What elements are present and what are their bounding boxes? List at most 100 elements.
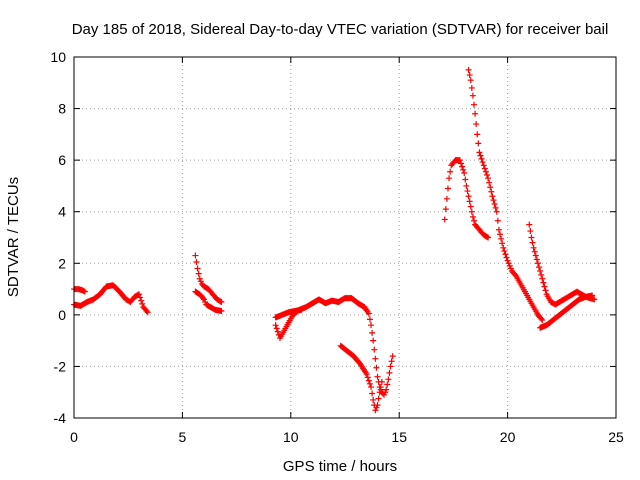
axis-ticks: 0 5 10 15 20 25 -4 -2 0 2 4 6 8 10 xyxy=(50,49,624,445)
data-point xyxy=(542,287,549,294)
data-point xyxy=(478,155,485,162)
y-tick-label: 0 xyxy=(58,307,66,323)
data-point xyxy=(492,204,499,211)
y-tick-label: -4 xyxy=(54,410,67,426)
y-tick-label: 2 xyxy=(58,255,66,271)
data-point xyxy=(217,298,224,305)
data-point xyxy=(218,298,225,305)
data-point xyxy=(530,244,537,251)
data-point xyxy=(370,337,377,344)
data-point xyxy=(501,248,508,255)
data-point xyxy=(541,283,548,290)
data-point xyxy=(502,251,509,258)
data-point xyxy=(470,217,477,224)
data-point xyxy=(368,384,375,391)
data-point xyxy=(474,131,481,138)
data-point xyxy=(468,208,475,215)
data-point xyxy=(384,381,391,388)
data-point xyxy=(500,244,507,251)
data-point xyxy=(469,213,476,220)
data-point xyxy=(389,353,396,360)
data-point xyxy=(461,170,468,177)
data-point xyxy=(373,364,380,371)
data-point xyxy=(536,264,543,271)
data-point xyxy=(464,188,471,195)
data-point xyxy=(533,256,540,263)
data-point xyxy=(144,309,151,316)
data-point xyxy=(512,271,519,278)
data-point xyxy=(138,297,145,304)
data-point xyxy=(538,271,545,278)
data-point xyxy=(531,248,538,255)
x-tick-label: 15 xyxy=(391,429,407,445)
data-point xyxy=(444,185,451,192)
data-point xyxy=(469,92,476,99)
data-point xyxy=(441,216,448,223)
data-marks xyxy=(71,66,598,414)
data-point xyxy=(539,275,546,282)
data-point xyxy=(136,291,143,298)
data-point xyxy=(467,203,474,210)
data-point xyxy=(493,208,500,215)
data-point xyxy=(484,233,491,240)
data-point xyxy=(387,363,394,370)
data-point xyxy=(81,288,88,295)
data-point xyxy=(365,310,372,317)
data-point xyxy=(537,268,544,275)
data-point xyxy=(591,296,598,303)
data-point xyxy=(526,221,533,228)
data-point xyxy=(487,184,494,191)
data-point xyxy=(456,157,463,164)
data-point xyxy=(366,316,373,323)
data-point xyxy=(532,252,539,259)
data-point xyxy=(386,369,393,376)
y-tick-label: 8 xyxy=(58,101,66,117)
data-point xyxy=(364,374,371,381)
data-point xyxy=(480,162,487,169)
data-point xyxy=(460,166,467,173)
data-point xyxy=(274,328,281,335)
data-point xyxy=(528,234,535,241)
x-tick-label: 25 xyxy=(608,429,624,445)
data-point xyxy=(194,265,201,272)
y-tick-label: -2 xyxy=(54,358,67,374)
data-point xyxy=(491,200,498,207)
data-point xyxy=(481,165,488,172)
y-tick-label: 4 xyxy=(58,204,66,220)
data-point xyxy=(470,101,477,108)
data-point xyxy=(538,315,545,322)
data-point xyxy=(199,295,206,302)
data-point xyxy=(218,307,225,314)
data-point xyxy=(446,175,453,182)
data-point xyxy=(375,395,382,402)
data-point xyxy=(527,228,534,235)
data-point xyxy=(503,254,510,261)
data-point xyxy=(272,322,279,329)
data-point xyxy=(490,197,497,204)
data-point xyxy=(485,234,492,241)
data-point xyxy=(489,193,496,200)
data-point xyxy=(374,402,381,409)
x-tick-label: 20 xyxy=(500,429,516,445)
data-point xyxy=(488,188,495,195)
data-point xyxy=(465,66,472,73)
data-point xyxy=(385,376,392,383)
data-point xyxy=(476,149,483,156)
data-point xyxy=(365,377,372,384)
data-point xyxy=(376,389,383,396)
data-point xyxy=(498,235,505,242)
data-point xyxy=(378,378,385,385)
data-point xyxy=(139,300,146,307)
data-point xyxy=(529,239,536,246)
data-point xyxy=(80,288,87,295)
data-point xyxy=(484,171,491,178)
data-point xyxy=(447,168,454,175)
data-point xyxy=(497,231,504,238)
data-point xyxy=(477,152,484,159)
data-point xyxy=(479,159,486,166)
grid-lines xyxy=(74,57,616,418)
data-point xyxy=(370,396,377,403)
data-point xyxy=(368,322,375,329)
data-point xyxy=(589,292,596,299)
data-point xyxy=(192,252,199,259)
